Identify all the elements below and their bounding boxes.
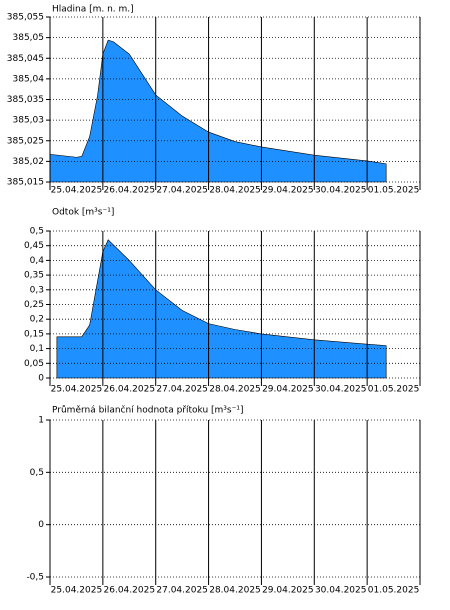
x-tick-label: 25.04.2025 bbox=[51, 385, 103, 395]
x-tick-label: 01.05.2025 bbox=[368, 586, 420, 596]
x-tick-label: 25.04.2025 bbox=[51, 586, 103, 596]
y-tick-label: 0,35 bbox=[24, 271, 44, 281]
y-tick-label: 385,015 bbox=[7, 178, 44, 188]
y-tick-label: 0,4 bbox=[30, 256, 45, 266]
y-tick-label: 385,03 bbox=[13, 116, 45, 126]
y-tick-label: 0 bbox=[38, 374, 44, 384]
y-tick-label: -0,5 bbox=[26, 573, 44, 583]
y-tick-label: 0,5 bbox=[30, 227, 44, 237]
panel-title: Odtok [m³s⁻¹] bbox=[52, 208, 114, 218]
y-tick-label: 385,045 bbox=[7, 54, 44, 64]
x-tick-label: 25.04.2025 bbox=[51, 186, 103, 196]
x-tick-label: 27.04.2025 bbox=[156, 586, 208, 596]
x-tick-label: 28.04.2025 bbox=[209, 586, 261, 596]
x-tick-label: 29.04.2025 bbox=[262, 186, 314, 196]
x-tick-label: 26.04.2025 bbox=[104, 385, 156, 395]
x-tick-label: 26.04.2025 bbox=[104, 586, 156, 596]
panel-title: Hladina [m. n. m.] bbox=[52, 5, 134, 15]
y-tick-label: 0 bbox=[38, 520, 44, 530]
y-tick-label: 0,45 bbox=[24, 241, 44, 251]
y-tick-label: 0,2 bbox=[30, 315, 44, 325]
x-tick-label: 29.04.2025 bbox=[262, 586, 314, 596]
y-tick-label: 0,3 bbox=[30, 285, 44, 295]
x-tick-label: 30.04.2025 bbox=[315, 586, 367, 596]
y-tick-label: 385,05 bbox=[13, 33, 45, 43]
x-tick-label: 27.04.2025 bbox=[156, 385, 208, 395]
y-tick-label: 0,25 bbox=[24, 300, 44, 310]
area bbox=[56, 239, 387, 379]
y-tick-label: 385,02 bbox=[13, 157, 45, 167]
y-tick-label: 0,05 bbox=[24, 359, 44, 369]
x-tick-label: 27.04.2025 bbox=[156, 186, 208, 196]
x-tick-label: 28.04.2025 bbox=[209, 186, 261, 196]
y-tick-label: 1 bbox=[38, 416, 44, 426]
y-tick-label: 385,025 bbox=[7, 136, 44, 146]
x-tick-label: 01.05.2025 bbox=[368, 186, 420, 196]
x-tick-label: 30.04.2025 bbox=[315, 186, 367, 196]
panel-title: Průměrná bilanční hodnota přítoku [m³s⁻¹… bbox=[52, 405, 243, 416]
y-tick-label: 0,1 bbox=[30, 344, 44, 354]
y-tick-label: 385,035 bbox=[7, 95, 44, 105]
x-tick-label: 26.04.2025 bbox=[104, 186, 156, 196]
x-tick-label: 29.04.2025 bbox=[262, 385, 314, 395]
x-tick-label: 30.04.2025 bbox=[315, 385, 367, 395]
x-tick-label: 01.05.2025 bbox=[368, 385, 420, 395]
area bbox=[49, 39, 387, 183]
x-tick-label: 28.04.2025 bbox=[209, 385, 261, 395]
y-tick-label: 0,5 bbox=[30, 468, 44, 478]
y-tick-label: 385,04 bbox=[13, 74, 45, 84]
y-tick-label: 385,055 bbox=[7, 13, 44, 23]
y-tick-label: 0,15 bbox=[24, 329, 44, 339]
